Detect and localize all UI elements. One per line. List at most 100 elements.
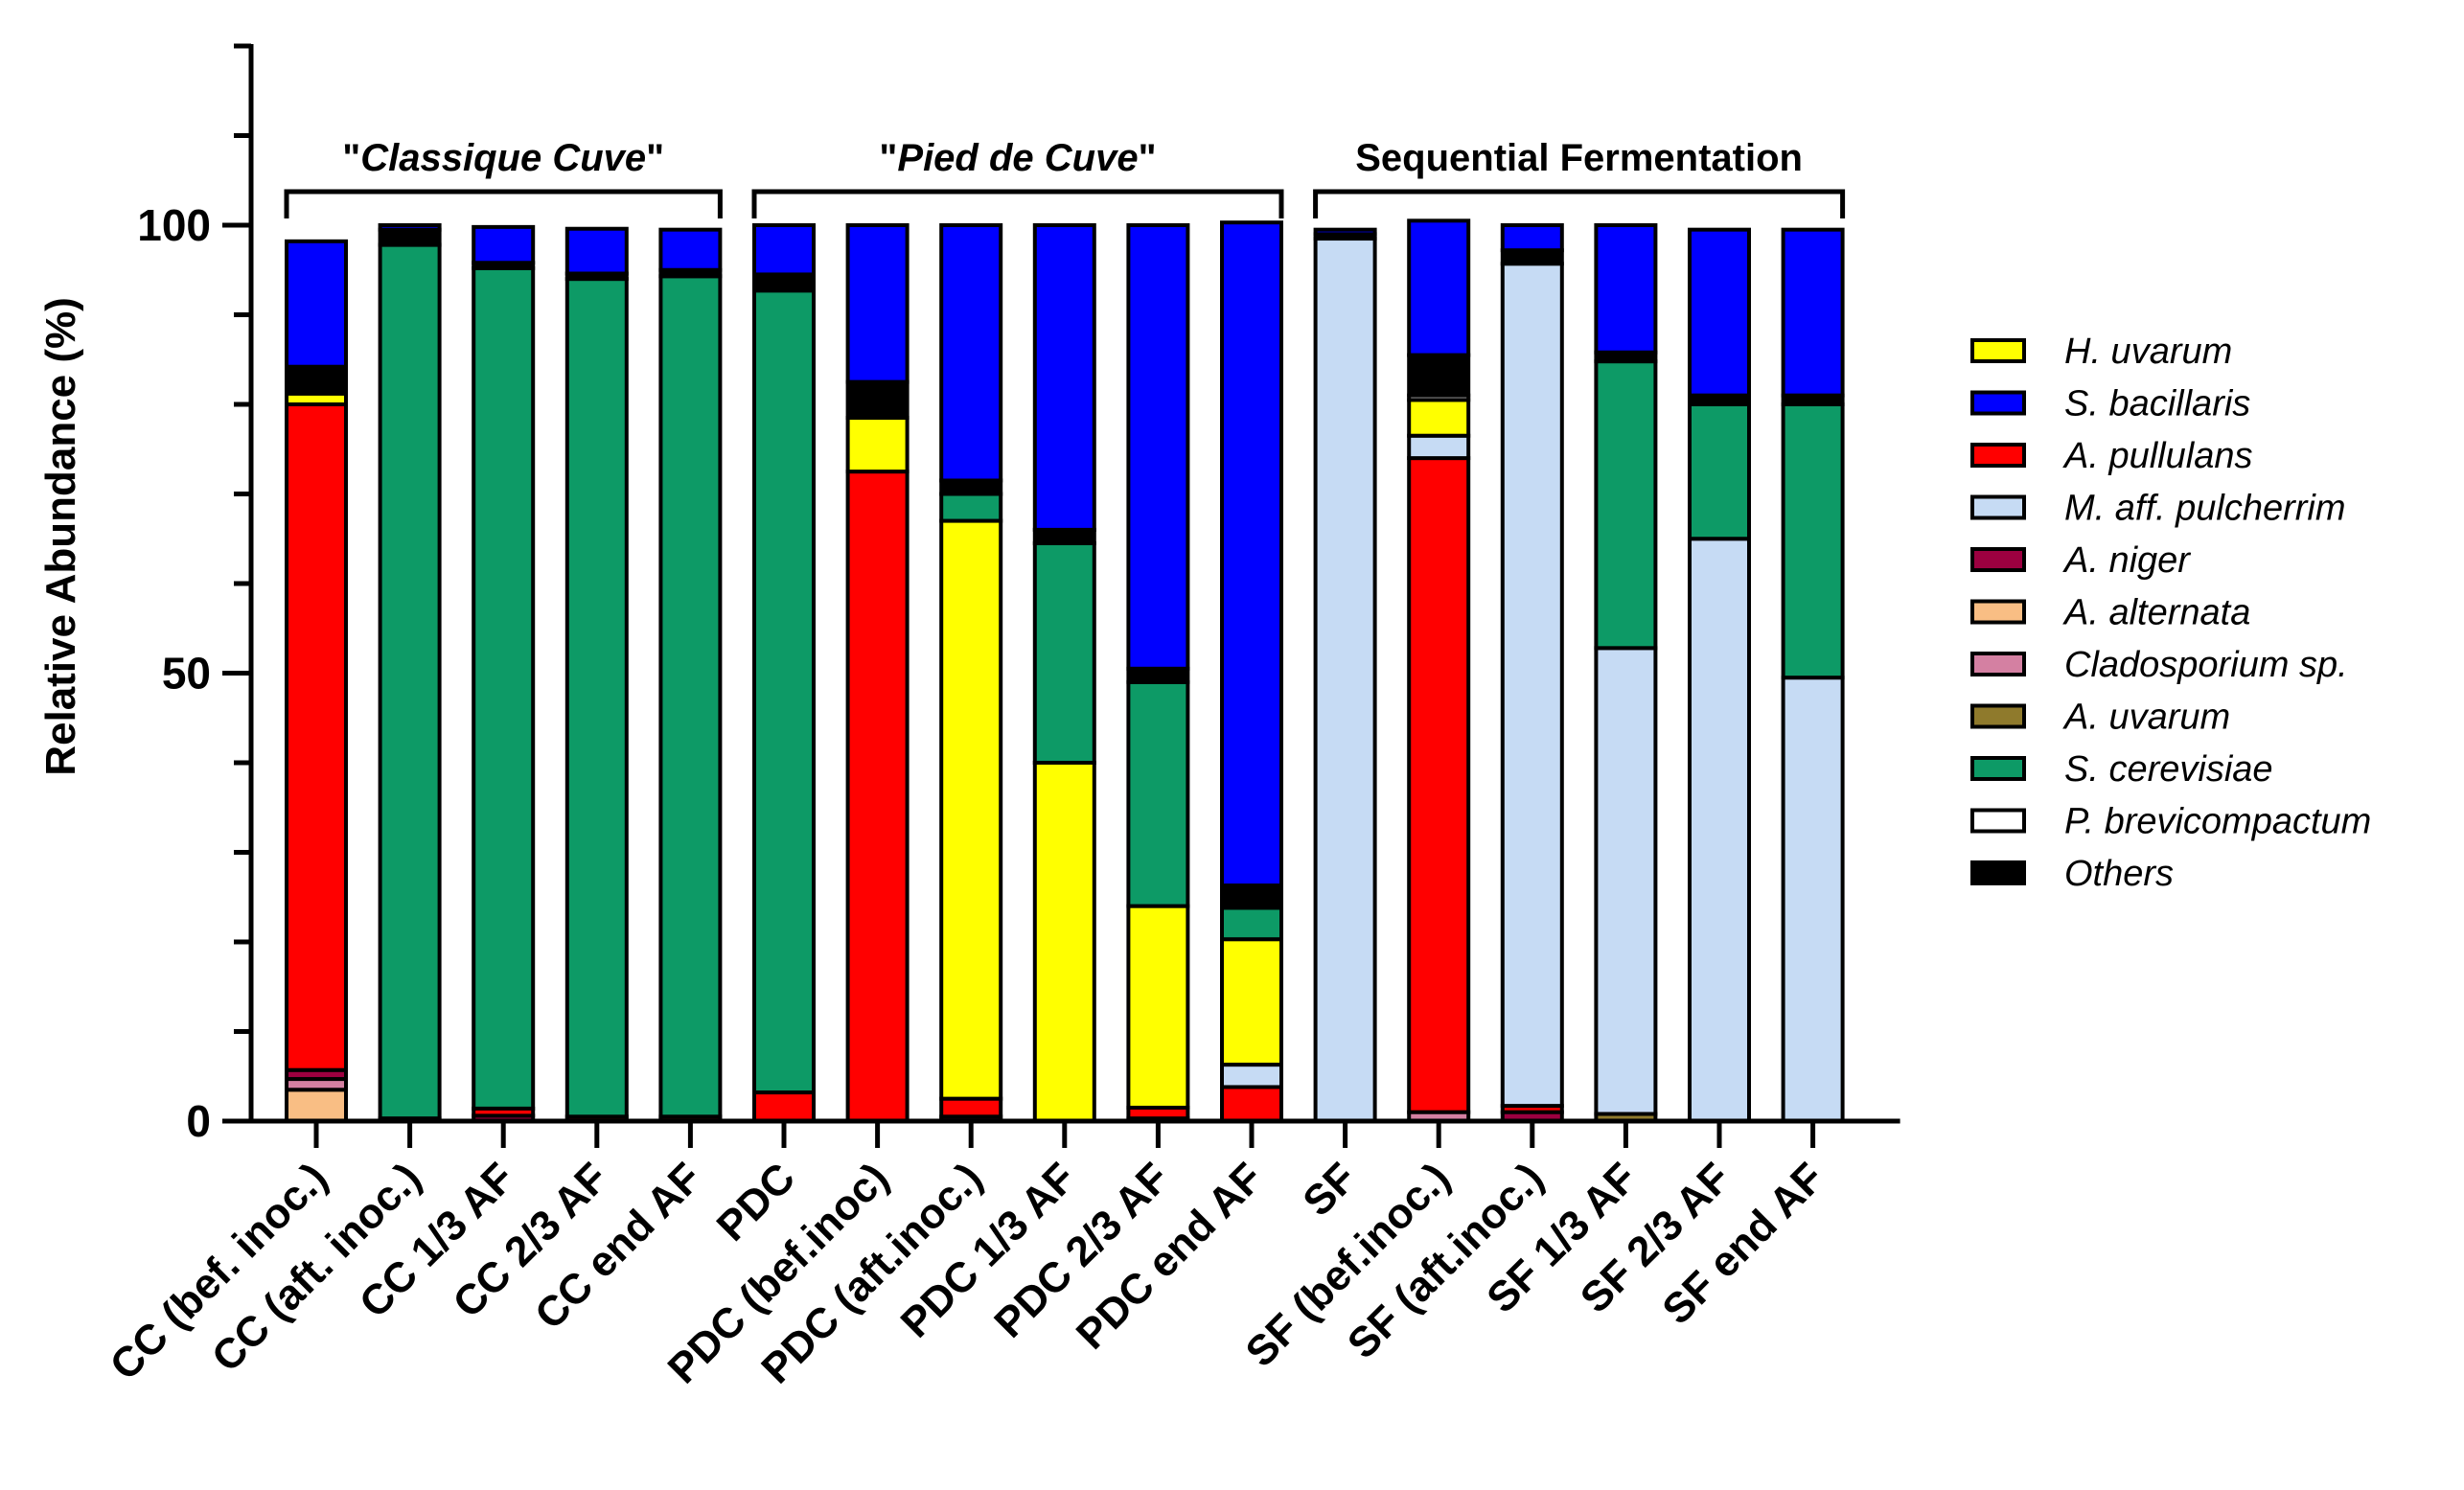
bar-segment-sf-bef-inoc-a-pullulans [1407,456,1471,1114]
bar-cc-bef-inoc [285,239,348,1124]
legend-label-s-cerevisiae: S. cerevisiae [2064,749,2273,790]
legend-swatch-a-alternata [1970,599,2026,625]
bar-sf-bef-inoc [1407,218,1471,1124]
bar-segment-pdc-bef-inoc-h-uvarum [845,416,910,474]
legend-label-a-niger: A. niger [2062,540,2191,581]
bar-segment-pdc-end-af-m-aff-pulcherrim [1220,1063,1283,1089]
bar-segment-pdc-aft-inoc-s-bacillaris [939,223,1003,483]
legend-item-a-pullulans: A. pullulans [1970,436,2252,476]
bar-segment-pdc-end-af-others [1220,883,1283,910]
legend-item-s-bacillaris: S. bacillaris [1970,384,2250,424]
bar-segment-pdc-end-af-a-pullulans [1220,1085,1283,1123]
bars-layer [285,218,1845,1124]
bar-pdc-1-3-af [1032,223,1096,1123]
bar-segment-sf-s-bacillaris [1313,227,1377,237]
bar-segment-pdc-bef-inoc-s-bacillaris [845,223,910,384]
bar-segment-sf-aft-inoc-s-bacillaris [1500,223,1564,253]
legend-label-p-brevicompactum: P. brevicompactum [2064,802,2371,842]
bar-cc-aft-inoc [378,223,442,1123]
legend-label-s-bacillaris: S. bacillaris [2064,384,2250,424]
bar-segment-sf-1-3-af-s-bacillaris [1594,223,1658,355]
bar-segment-pdc-2-3-af-s-bacillaris [1126,223,1190,671]
bar-segment-cc-bef-inoc-s-bacillaris [285,239,348,369]
bar-segment-pdc-aft-inoc-s-cerevisiae [939,492,1003,523]
bar-sf-2-3-af [1688,227,1751,1123]
legend-swatch-s-bacillaris [1970,390,2026,416]
bar-segment-pdc-aft-inoc-others [939,478,1003,496]
legend-item-p-brevicompactum: P. brevicompactum [1970,802,2371,842]
bar-segment-sf-aft-inoc-others [1500,248,1564,266]
x-tick-label-sf: SF [1294,1154,1365,1225]
legend-swatch-others [1970,860,2026,885]
bar-cc-end-af [658,227,723,1123]
legend-item-cladosporium-sp: Cladosporium sp. [1970,645,2348,685]
bar-segment-sf-end-af-s-cerevisiae [1781,402,1845,680]
bar-segment-pdc-a-pullulans [752,1090,816,1123]
bar-pdc-2-3-af [1126,223,1190,1123]
bar-sf [1313,227,1377,1123]
bar-pdc-end-af [1220,220,1283,1123]
bar-segment-sf-bef-inoc-h-uvarum [1407,398,1471,438]
bar-segment-pdc-s-cerevisiae [752,288,816,1095]
legend-item-m-aff-pulcherrim: M. aff. pulcherrim [1970,489,2346,529]
bar-segment-cc-aft-inoc-others [378,227,442,247]
legend-swatch-a-uvarum [1970,703,2026,729]
legend-swatch-h-uvarum [1970,338,2026,363]
legend-label-cladosporium-sp: Cladosporium sp. [2064,645,2348,685]
legend-item-a-alternata: A. alternata [1970,593,2250,633]
bar-pdc [752,223,816,1123]
legend: H. uvarum S. bacillaris A. pullulans M. aff… [1970,332,2371,894]
bar-segment-pdc-aft-inoc-a-pullulans [939,1096,1003,1119]
bar-segment-pdc-1-3-af-s-bacillaris [1032,223,1096,532]
bar-segment-cc-end-af-s-bacillaris [658,227,723,272]
bar-segment-pdc-2-3-af-s-cerevisiae [1126,679,1190,908]
legend-label-m-aff-pulcherrim: M. aff. pulcherrim [2064,489,2346,529]
bar-segment-cc-1-3-af-s-cerevisiae [472,265,536,1111]
bar-segment-sf-bef-inoc-others [1407,353,1471,398]
group-bracket-2 [1313,189,1846,218]
bar-segment-pdc-end-af-h-uvarum [1220,937,1283,1067]
legend-swatch-m-aff-pulcherrim [1970,494,2026,520]
bar-segment-cc-end-af-s-cerevisiae [658,274,723,1119]
bar-segment-sf-1-3-af-m-aff-pulcherrim [1594,646,1658,1116]
bar-segment-cc-2-3-af-s-cerevisiae [564,277,629,1119]
bar-segment-cc-bef-inoc-a-alternata [285,1088,348,1124]
group-bracket-1 [751,189,1284,218]
bar-segment-cc-1-3-af-s-bacillaris [472,224,536,265]
bar-segment-pdc-1-3-af-h-uvarum [1032,761,1096,1123]
group-label-1: "Pied de Cuve" [879,137,1156,179]
bar-segment-sf-2-3-af-s-cerevisiae [1688,402,1751,541]
bar-segment-sf-1-3-af-s-cerevisiae [1594,359,1658,651]
bar-sf-1-3-af [1594,223,1658,1124]
y-tick-label-0: 0 [186,1096,211,1146]
y-tick-label-50: 50 [162,649,211,699]
bar-segment-sf-end-af-s-bacillaris [1781,227,1845,398]
legend-swatch-p-brevicompactum [1970,808,2026,834]
legend-label-a-pullulans: A. pullulans [2062,436,2252,476]
group-label-2: Sequential Fermentation [1355,137,1803,179]
bar-pdc-bef-inoc [845,223,910,1123]
bar-segment-pdc-end-af-s-bacillaris [1220,220,1283,888]
group-brackets: "Classique Cuve" "Pied de Cuve" Sequential… [284,137,1846,218]
bar-segment-cc-bef-inoc-others [285,364,348,396]
legend-label-others: Others [2064,854,2174,894]
bar-segment-pdc-aft-inoc-h-uvarum [939,518,1003,1101]
legend-label-a-uvarum: A. uvarum [2062,698,2230,738]
group-bracket-0 [284,189,723,218]
bar-segment-sf-2-3-af-s-bacillaris [1688,227,1751,398]
bar-segment-cc-2-3-af-s-bacillaris [564,226,629,276]
bar-sf-aft-inoc [1500,223,1564,1124]
y-axis-title: Relative Abundance (%) [37,297,84,776]
bar-segment-pdc-end-af-s-cerevisiae [1220,905,1283,942]
legend-label-a-alternata: A. alternata [2062,593,2250,633]
legend-swatch-a-pullulans [1970,443,2026,468]
bar-segment-cc-aft-inoc-s-cerevisiae [378,242,442,1121]
bar-segment-cc-bef-inoc-a-pullulans [285,402,348,1072]
bar-segment-sf-m-aff-pulcherrim [1313,237,1377,1123]
bar-segment-pdc-others [752,272,816,293]
bar-segment-sf-2-3-af-m-aff-pulcherrim [1688,537,1751,1123]
bar-segment-pdc-2-3-af-others [1126,666,1190,684]
bar-segment-pdc-bef-inoc-others [845,379,910,421]
legend-item-a-uvarum: A. uvarum [1970,698,2230,738]
